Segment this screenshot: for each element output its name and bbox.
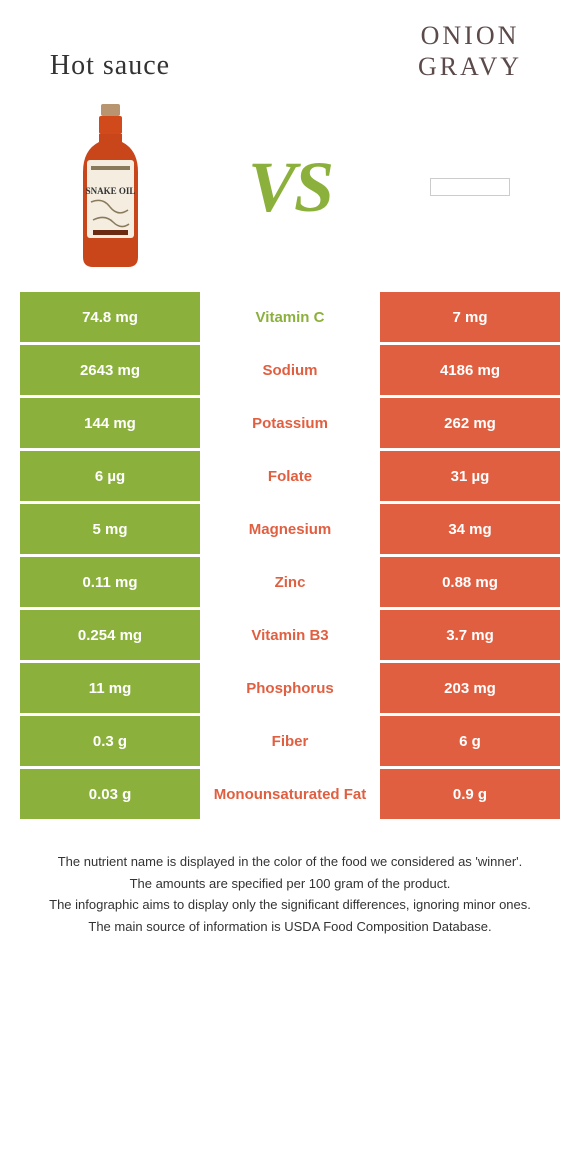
table-row: 0.11 mgZinc0.88 mg: [20, 557, 560, 607]
value-right: 7 mg: [380, 292, 560, 342]
table-row: 2643 mgSodium4186 mg: [20, 345, 560, 395]
table-row: 11 mgPhosphorus203 mg: [20, 663, 560, 713]
table-row: 74.8 mgVitamin C7 mg: [20, 292, 560, 342]
value-right: 4186 mg: [380, 345, 560, 395]
nutrient-label: Sodium: [200, 345, 380, 395]
nutrient-label: Phosphorus: [200, 663, 380, 713]
nutrient-label: Zinc: [200, 557, 380, 607]
footnote-line: The nutrient name is displayed in the co…: [30, 852, 550, 872]
value-right: 6 g: [380, 716, 560, 766]
bottle-icon: SNAKE OIL: [63, 102, 158, 272]
table-row: 0.3 gFiber6 g: [20, 716, 560, 766]
footnotes: The nutrient name is displayed in the co…: [0, 822, 580, 936]
value-right: 0.88 mg: [380, 557, 560, 607]
nutrient-label: Potassium: [200, 398, 380, 448]
nutrient-label: Vitamin C: [200, 292, 380, 342]
value-left: 6 µg: [20, 451, 200, 501]
table-row: 6 µgFolate31 µg: [20, 451, 560, 501]
footnote-line: The infographic aims to display only the…: [30, 895, 550, 915]
value-right: 203 mg: [380, 663, 560, 713]
value-left: 0.3 g: [20, 716, 200, 766]
value-left: 11 mg: [20, 663, 200, 713]
nutrient-label: Monounsaturated Fat: [200, 769, 380, 819]
table-row: 0.03 gMonounsaturated Fat0.9 g: [20, 769, 560, 819]
value-right: 262 mg: [380, 398, 560, 448]
value-right: 3.7 mg: [380, 610, 560, 660]
value-left: 5 mg: [20, 504, 200, 554]
nutrient-label: Magnesium: [200, 504, 380, 554]
vs-label: VS: [200, 146, 380, 229]
product-image-right: [380, 178, 560, 196]
table-row: 144 mgPotassium262 mg: [20, 398, 560, 448]
nutrient-label: Folate: [200, 451, 380, 501]
header: Hot sauce ONION GRAVY: [0, 0, 580, 92]
value-right: 0.9 g: [380, 769, 560, 819]
footnote-line: The main source of information is USDA F…: [30, 917, 550, 937]
svg-text:SNAKE OIL: SNAKE OIL: [85, 186, 135, 196]
value-right: 31 µg: [380, 451, 560, 501]
footnote-line: The amounts are specified per 100 gram o…: [30, 874, 550, 894]
product-image-left: SNAKE OIL: [20, 102, 200, 272]
value-left: 0.03 g: [20, 769, 200, 819]
images-row: SNAKE OIL VS: [0, 92, 580, 292]
value-left: 0.254 mg: [20, 610, 200, 660]
value-right: 34 mg: [380, 504, 560, 554]
title-right: ONION GRAVY: [380, 20, 560, 82]
placeholder-icon: [430, 178, 510, 196]
value-left: 2643 mg: [20, 345, 200, 395]
value-left: 144 mg: [20, 398, 200, 448]
value-left: 0.11 mg: [20, 557, 200, 607]
nutrient-label: Fiber: [200, 716, 380, 766]
comparison-table: 74.8 mgVitamin C7 mg2643 mgSodium4186 mg…: [0, 292, 580, 819]
value-left: 74.8 mg: [20, 292, 200, 342]
title-left: Hot sauce: [20, 20, 200, 82]
table-row: 5 mgMagnesium34 mg: [20, 504, 560, 554]
table-row: 0.254 mgVitamin B33.7 mg: [20, 610, 560, 660]
nutrient-label: Vitamin B3: [200, 610, 380, 660]
